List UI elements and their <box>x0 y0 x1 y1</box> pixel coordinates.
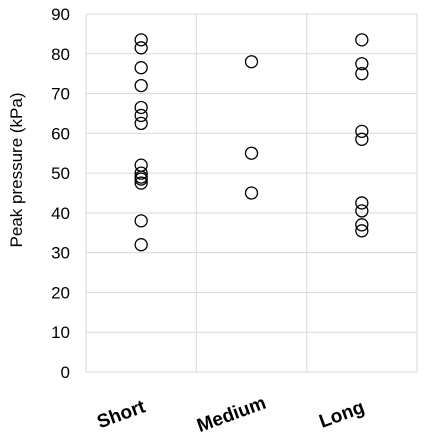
y-tick-label: 0 <box>61 363 70 382</box>
data-points <box>134 33 369 252</box>
y-tick-label: 20 <box>51 283 70 302</box>
data-point-long <box>355 218 369 232</box>
category-labels: Short Medium Long <box>94 393 367 437</box>
y-tick-label: 60 <box>51 124 70 143</box>
y-tick-labels: 0 10 20 30 40 50 60 70 80 90 <box>51 5 70 382</box>
y-tick-label: 90 <box>51 5 70 24</box>
category-label-short: Short <box>94 396 148 433</box>
data-point-long <box>355 124 369 138</box>
data-point-long <box>355 67 369 81</box>
data-point-long <box>355 204 369 218</box>
data-point-long <box>355 224 369 238</box>
data-point-short <box>134 176 148 190</box>
data-point-long <box>355 196 369 210</box>
data-point-medium <box>244 55 259 69</box>
data-point-short <box>134 41 148 55</box>
data-point-short <box>134 100 148 115</box>
data-point-long <box>355 132 369 146</box>
category-label-medium: Medium <box>194 393 269 437</box>
data-point-medium <box>244 186 259 200</box>
data-point-short <box>134 172 148 186</box>
data-point-short <box>134 108 148 123</box>
y-tick-label: 30 <box>51 244 70 263</box>
y-tick-label: 80 <box>51 45 70 64</box>
data-point-short <box>134 33 148 47</box>
y-tick-label: 50 <box>51 164 70 183</box>
data-point-short <box>134 238 148 252</box>
y-axis-title: Peak pressure (kPa) <box>7 93 26 248</box>
data-point-short <box>134 166 148 180</box>
y-tick-label: 70 <box>51 85 70 104</box>
data-point-short <box>134 116 148 131</box>
data-point-short <box>134 78 148 93</box>
data-point-medium <box>244 146 259 160</box>
data-point-long <box>355 57 369 71</box>
category-label-long: Long <box>317 397 368 433</box>
y-tick-label: 10 <box>51 323 70 342</box>
data-point-short <box>134 61 148 75</box>
data-point-short <box>134 214 148 228</box>
y-tick-label: 40 <box>51 204 70 223</box>
data-point-long <box>355 33 369 47</box>
